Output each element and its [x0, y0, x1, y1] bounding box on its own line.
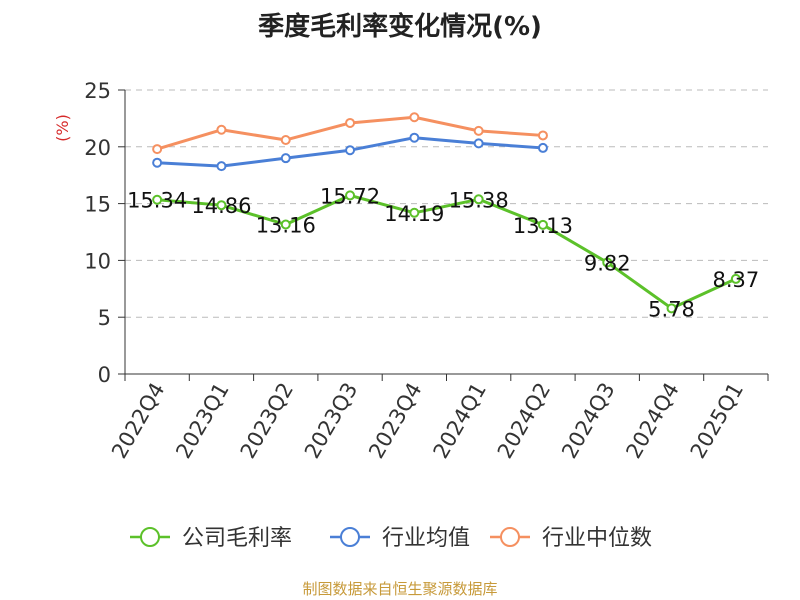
y-tick-label: 10	[84, 249, 111, 273]
data-point	[537, 130, 548, 141]
data-point	[537, 142, 548, 153]
data-point	[473, 125, 484, 136]
legend: 公司毛利率 行业均值 行业中位数	[130, 526, 652, 551]
x-tick-label: 2023Q3	[300, 379, 362, 463]
data-point	[409, 112, 420, 123]
data-label: 9.82	[584, 251, 631, 275]
x-tick-label: 2023Q4	[364, 379, 426, 463]
data-point	[152, 157, 163, 168]
data-point	[280, 134, 291, 145]
data-label: 8.37	[712, 268, 759, 292]
data-point	[537, 219, 548, 230]
data-point	[152, 194, 163, 205]
data-point	[730, 273, 741, 284]
y-tick-label: 25	[84, 79, 111, 103]
data-point	[473, 194, 484, 205]
y-tick-label: 5	[98, 306, 111, 330]
data-point	[473, 138, 484, 149]
x-tick-label: 2024Q1	[429, 379, 491, 463]
y-tick-label: 20	[84, 136, 111, 160]
series-line	[157, 193, 737, 310]
data-point	[216, 200, 227, 211]
y-axis-label: (%)	[53, 114, 72, 142]
data-point	[280, 153, 291, 164]
data-point	[345, 117, 356, 128]
legend-item-label: 行业中位数	[542, 526, 652, 551]
axes: 0 5 10 15 20 25 2022Q4 2023Q1 2023Q2 2023Q3 2023Q4…	[84, 79, 769, 463]
legend-item-label: 行业均值	[382, 526, 470, 551]
grid-lines	[125, 89, 768, 318]
data-point	[216, 124, 227, 135]
data-point	[280, 219, 291, 230]
data-label: 5.78	[648, 297, 695, 321]
y-tick-label: 0	[98, 363, 111, 387]
data-point	[602, 257, 613, 268]
x-tick-label: 2024Q4	[621, 379, 683, 463]
x-tick-label: 2023Q1	[171, 379, 233, 463]
data-point	[345, 145, 356, 156]
data-point	[666, 303, 677, 314]
x-tick-label: 2023Q2	[236, 379, 298, 463]
y-tick-label: 15	[84, 193, 111, 217]
data-label: 15.72	[320, 184, 380, 208]
legend-item-label: 公司毛利率	[182, 526, 292, 551]
data-label: 14.86	[191, 194, 251, 218]
legend-marker-icon	[340, 527, 360, 547]
data-label: 13.13	[513, 214, 573, 238]
data-label: 14.19	[384, 202, 444, 226]
legend-marker-icon	[140, 527, 160, 547]
data-point	[216, 161, 227, 172]
chart-title: 季度毛利率变化情况(%)	[258, 12, 542, 42]
data-point	[152, 144, 163, 155]
data-label: 15.38	[449, 188, 509, 212]
data-point	[409, 132, 420, 143]
data-label: 15.34	[127, 189, 187, 213]
source-note: 制图数据来自恒生聚源数据库	[302, 580, 498, 598]
x-tick-label: 2025Q1	[686, 379, 748, 463]
series-lines	[152, 112, 741, 314]
x-tick-label: 2024Q3	[557, 379, 619, 463]
data-point	[409, 207, 420, 218]
x-tick-label: 2022Q4	[107, 379, 169, 463]
x-tick-label: 2024Q2	[493, 379, 555, 463]
data-label: 13.16	[256, 214, 316, 238]
legend-marker-icon	[500, 527, 520, 547]
data-point	[345, 190, 356, 201]
